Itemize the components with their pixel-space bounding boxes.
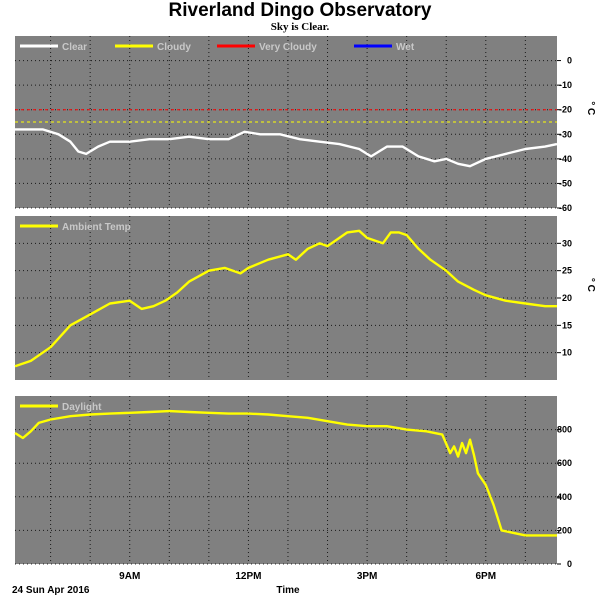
x-tick-label: 6PM: [476, 571, 497, 582]
legend-label-very-cloudy: Very Cloudy: [259, 42, 317, 53]
panel-1-y-tick-label: -30: [559, 129, 572, 139]
legend-label-daylight: Daylight: [62, 402, 102, 413]
panel-3-background: [15, 396, 557, 564]
panel-1-y-tick-label: 0: [567, 56, 572, 66]
panel-2-y-tick-label: 20: [562, 293, 572, 303]
panel-2-background: [15, 216, 557, 380]
panel-1-y-tick-label: -10: [559, 80, 572, 90]
x-tick-label: 3PM: [357, 571, 378, 582]
panel-1-y-tick-label: -40: [559, 154, 572, 164]
page-title: Riverland Dingo Observatory: [168, 0, 432, 21]
series-line-clear: [15, 128, 558, 168]
panel-2-y-tick-label: 10: [562, 348, 572, 358]
series-line-ambient-temp: [14, 229, 557, 368]
legend-label-wet: Wet: [396, 42, 415, 53]
x-tick-label: 9AM: [119, 571, 140, 582]
x-axis-label: Time: [276, 585, 300, 596]
panel-1-y-tick-label: -20: [559, 105, 572, 115]
x-tick-label: 12PM: [235, 571, 261, 582]
x-axis-date-label: 24 Sun Apr 2016: [12, 585, 90, 596]
panel-3-y-tick-label: 400: [557, 492, 572, 502]
legend-label-cloudy: Cloudy: [157, 42, 191, 53]
panel-2-unit-label: ° C: [585, 278, 596, 292]
panel-1-y-tick-label: -60: [559, 203, 572, 213]
panel-1-y-tick-label: -50: [559, 178, 572, 188]
page-subtitle: Sky is Clear.: [270, 21, 330, 33]
panel-3-y-tick-label: 200: [557, 525, 572, 535]
legend-label-clear: Clear: [62, 42, 87, 53]
panel-3-y-tick-label: 600: [557, 458, 572, 468]
panel-3-y-tick-label: 800: [557, 425, 572, 435]
panel-3-y-tick-label: 0: [567, 559, 572, 569]
series-line-daylight: [14, 409, 557, 537]
panel-2-y-tick-label: 15: [562, 320, 572, 330]
panel-2-y-tick-label: 25: [562, 266, 572, 276]
panel-2-y-tick-label: 30: [562, 238, 572, 248]
panel-1-unit-label: ° C: [585, 101, 596, 115]
legend-label-ambient-temp: Ambient Temp: [62, 222, 131, 233]
